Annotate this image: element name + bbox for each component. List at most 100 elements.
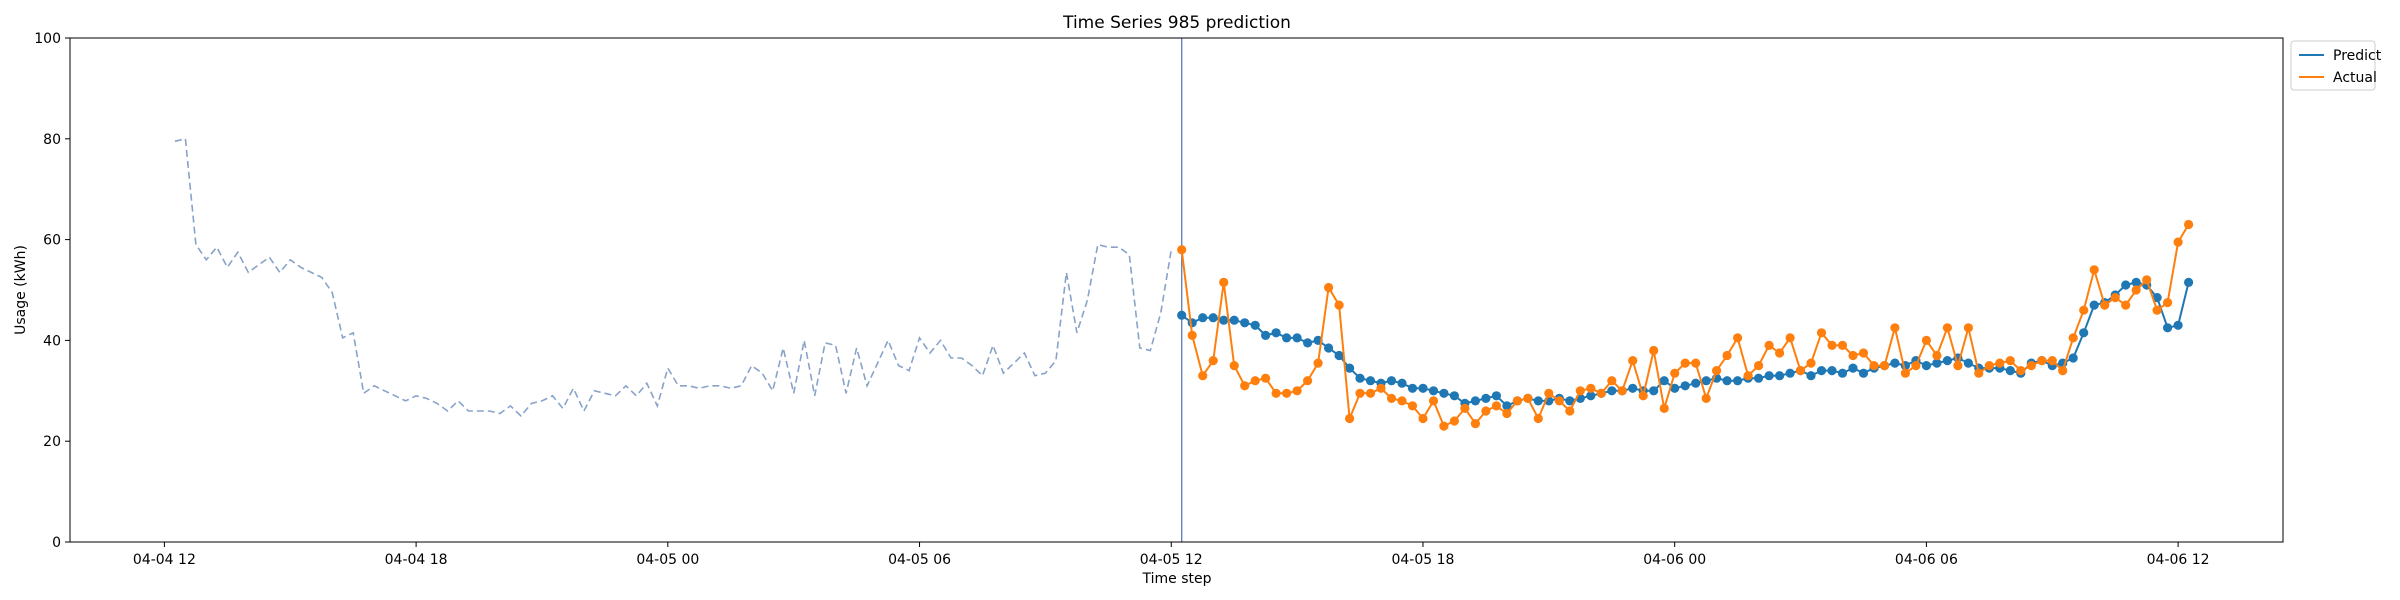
y-tick-label: 80 — [43, 132, 61, 148]
series-predict — [1177, 277, 2194, 411]
data-point-actual — [1397, 396, 1407, 406]
data-point-predict — [1816, 366, 1827, 376]
data-point-actual — [1795, 366, 1806, 376]
data-point-predict — [1250, 320, 1260, 330]
data-point-actual — [1418, 413, 1428, 424]
data-point-predict — [1722, 376, 1732, 386]
data-point-predict — [1858, 368, 1869, 378]
data-point-predict — [1355, 373, 1365, 383]
data-point-predict — [1533, 396, 1543, 406]
data-point-predict — [1491, 391, 1501, 401]
x-tick-label: 04-05 00 — [636, 552, 699, 568]
data-point-predict — [1470, 396, 1480, 406]
data-point-actual — [1523, 393, 1533, 403]
data-point-actual — [1722, 350, 1732, 361]
data-point-predict — [2005, 366, 2015, 376]
data-point-actual — [2079, 305, 2089, 315]
y-axis: 0 20 40 60 80 100 — [34, 31, 70, 551]
data-point-actual — [1775, 348, 1785, 358]
data-point-actual — [1764, 340, 1774, 350]
data-point-actual — [1208, 356, 1218, 366]
x-tick-label: 04-06 12 — [2147, 552, 2210, 568]
y-axis-title: Usage (kWh) — [13, 245, 29, 335]
data-point-actual — [1502, 408, 1512, 419]
data-point-actual — [1240, 381, 1250, 391]
data-point-actual — [2016, 366, 2026, 376]
data-point-actual — [1806, 358, 1816, 368]
data-point-predict — [1324, 343, 1334, 353]
data-point-predict — [1670, 383, 1680, 393]
data-point-actual — [1890, 323, 1900, 333]
data-point-actual — [1670, 368, 1680, 378]
data-point-predict — [1628, 383, 1638, 393]
data-point-actual — [1355, 388, 1365, 398]
data-point-actual — [2068, 333, 2078, 343]
data-point-predict — [1607, 386, 1617, 396]
data-point-actual — [2005, 356, 2015, 366]
data-point-predict — [1407, 383, 1418, 393]
data-point-predict — [1848, 363, 1858, 373]
legend-label-predict: Predict — [2333, 48, 2382, 64]
data-point-predict — [1198, 313, 1208, 323]
y-tick-label: 0 — [52, 535, 61, 551]
data-point-actual — [1575, 386, 1585, 396]
data-point-actual — [2047, 356, 2057, 366]
data-point-actual — [1313, 358, 1323, 368]
data-point-predict — [2163, 323, 2173, 333]
data-point-predict — [1701, 376, 1711, 386]
y-tick-label: 100 — [34, 31, 61, 47]
data-point-actual — [1995, 358, 2005, 368]
data-point-actual — [1303, 376, 1313, 386]
data-point-predict — [1229, 315, 1239, 325]
data-point-actual — [1271, 388, 1281, 398]
data-point-predict — [1240, 318, 1250, 328]
data-point-actual — [2026, 361, 2036, 371]
data-point-actual — [1691, 358, 1701, 368]
history-line — [174, 137, 1173, 418]
data-point-actual — [1586, 383, 1596, 393]
x-tick-label: 04-05 18 — [1391, 552, 1454, 568]
data-point-actual — [2100, 300, 2110, 310]
data-point-predict — [1428, 386, 1439, 396]
data-point-predict — [2121, 280, 2131, 290]
data-point-actual — [1554, 396, 1564, 406]
data-point-actual — [2173, 237, 2183, 247]
data-point-predict — [1208, 313, 1218, 323]
data-point-actual — [1324, 282, 1334, 293]
data-point-actual — [2058, 366, 2068, 376]
data-point-predict — [2068, 353, 2078, 363]
x-tick-label: 04-06 00 — [1643, 552, 1706, 568]
data-point-actual — [1177, 245, 1187, 255]
data-point-actual — [2131, 285, 2141, 295]
data-point-actual — [1932, 350, 1942, 361]
data-point-predict — [1837, 368, 1848, 378]
data-point-predict — [1764, 371, 1774, 381]
chart-title: Time Series 985 prediction — [1062, 13, 1291, 33]
data-point-predict — [1680, 381, 1690, 391]
data-point-actual — [1649, 345, 1659, 356]
data-point-predict — [2089, 300, 2099, 310]
legend: Predict Actual — [2290, 40, 2382, 91]
data-point-actual — [1198, 371, 1208, 381]
data-point-predict — [2184, 277, 2194, 287]
data-point-actual — [1512, 396, 1522, 406]
data-point-actual — [1827, 340, 1837, 350]
data-point-predict — [1177, 310, 1187, 320]
data-point-predict — [1261, 330, 1271, 340]
data-point-actual — [1428, 396, 1439, 406]
data-point-predict — [1397, 378, 1407, 388]
data-point-predict — [1932, 358, 1942, 368]
data-point-predict — [1754, 373, 1764, 383]
data-point-predict — [2079, 328, 2089, 338]
data-point-actual — [1858, 348, 1869, 358]
data-point-actual — [1187, 330, 1197, 340]
data-point-actual — [2121, 300, 2131, 310]
data-point-actual — [1250, 376, 1260, 386]
data-point-actual — [1659, 403, 1669, 413]
data-point-actual — [2163, 298, 2173, 308]
data-point-predict — [1365, 376, 1376, 386]
data-point-predict — [1481, 393, 1491, 403]
data-point-actual — [2089, 265, 2099, 275]
data-point-actual — [1386, 393, 1397, 403]
